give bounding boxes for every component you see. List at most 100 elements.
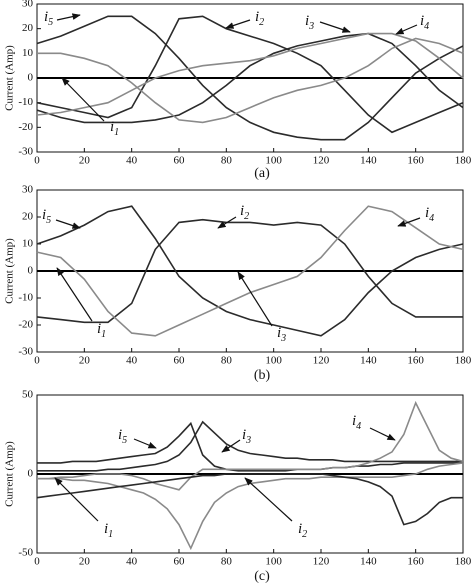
- series-line: [36, 473, 463, 526]
- x-tick-label: 120: [313, 355, 330, 367]
- x-tick-label: 100: [265, 355, 282, 367]
- y-tick-label: -10: [18, 96, 33, 108]
- x-tick-label: 160: [407, 556, 424, 568]
- annotation: i3: [305, 13, 314, 32]
- annotation-symbol: i: [425, 205, 429, 221]
- series-line: [37, 462, 464, 551]
- annotation-arrow: [225, 19, 251, 29]
- annotation: i5: [118, 427, 127, 446]
- annotation-symbol: i: [242, 427, 246, 443]
- x-tick-label: 160: [407, 355, 424, 367]
- x-tick-label: 60: [174, 355, 186, 367]
- annotation-arrow: [55, 219, 81, 229]
- annotation-subscript: 5: [46, 215, 51, 226]
- annotation-subscript: 1: [114, 127, 119, 138]
- annotation: i2: [255, 9, 264, 28]
- caption: (c): [254, 569, 270, 584]
- annotation-arrow: [56, 267, 93, 322]
- y-tick-label: 0: [28, 265, 34, 277]
- annotation-arrow: [369, 427, 396, 441]
- annotation-arrow: [221, 439, 241, 453]
- x-tick-label: 80: [221, 556, 233, 568]
- annotation: i4: [425, 205, 434, 224]
- y-tick-label: -30: [18, 146, 33, 158]
- annotation-symbol: i: [255, 9, 259, 25]
- series-line: [37, 400, 464, 491]
- annotation-subscript: 4: [429, 213, 434, 224]
- annotation: i1: [110, 119, 119, 138]
- annotation-subscript: 3: [245, 435, 251, 446]
- annotation: i3: [277, 325, 286, 344]
- annotation: i4: [352, 413, 361, 432]
- annotation: i4: [420, 13, 429, 32]
- x-tick-label: 40: [126, 355, 138, 367]
- x-tick-label: 140: [360, 155, 377, 167]
- x-tick-label: 60: [174, 556, 186, 568]
- x-tick-label: 120: [313, 155, 330, 167]
- series-line: [37, 421, 463, 472]
- annotation-symbol: i: [277, 325, 281, 341]
- caption: (b): [254, 368, 271, 383]
- annotation-arrow: [319, 21, 351, 33]
- annotation: i5: [42, 207, 51, 226]
- caption: (a): [254, 166, 270, 181]
- annotation-symbol: i: [352, 413, 356, 429]
- annotation-arrow: [244, 477, 293, 522]
- y-tick-label: -20: [18, 121, 33, 133]
- annotation-subscript: 2: [244, 211, 249, 222]
- annotation-symbol: i: [298, 521, 302, 537]
- annotation-arrow: [395, 24, 418, 35]
- y-tick-label: -30: [18, 346, 33, 358]
- series-line: [36, 205, 464, 337]
- series-line: [37, 420, 463, 472]
- x-tick-label: 180: [455, 155, 472, 167]
- y-axis-label: Current (Amp): [4, 441, 16, 507]
- x-tick-label: 60: [174, 155, 186, 167]
- annotation-subscript: 4: [424, 21, 429, 32]
- annotation: i5: [44, 9, 53, 28]
- series-line: [36, 15, 464, 141]
- series-line: [36, 32, 464, 124]
- annotation: i2: [298, 521, 307, 540]
- x-tick-label: 40: [126, 556, 138, 568]
- x-tick-label: 20: [79, 155, 91, 167]
- annotation-symbol: i: [420, 13, 424, 29]
- annotation-subscript: 1: [108, 529, 113, 540]
- annotation-arrow: [56, 13, 81, 21]
- y-tick-label: 30: [22, 0, 34, 10]
- x-tick-label: 20: [79, 556, 91, 568]
- y-tick-label: 0: [28, 72, 34, 84]
- x-tick-label: 40: [126, 155, 138, 167]
- annotation: i1: [104, 521, 113, 540]
- series-line: [36, 15, 464, 134]
- annotation-subscript: 5: [48, 17, 53, 28]
- series-line: [36, 32, 464, 116]
- annotation: i1: [97, 321, 106, 340]
- x-tick-label: 160: [407, 155, 424, 167]
- annotation-arrow: [133, 438, 157, 449]
- x-tick-label: 180: [455, 556, 472, 568]
- y-tick-label: -50: [18, 547, 33, 559]
- x-tick-label: 80: [221, 355, 233, 367]
- y-tick-label: 20: [22, 211, 34, 223]
- y-tick-label: 0: [28, 468, 34, 480]
- y-tick-label: -20: [18, 319, 33, 331]
- annotation-symbol: i: [44, 9, 48, 25]
- annotation-subscript: 2: [259, 17, 264, 28]
- annotation-subscript: 1: [101, 329, 106, 340]
- x-tick-label: 100: [265, 556, 282, 568]
- x-tick-label: 20: [79, 355, 91, 367]
- x-tick-label: 120: [313, 556, 330, 568]
- annotation-symbol: i: [240, 203, 244, 219]
- series-line: [37, 37, 464, 124]
- y-axis-label: Current (Amp): [4, 238, 16, 304]
- annotation-subscript: 4: [356, 421, 361, 432]
- annotation-symbol: i: [305, 13, 309, 29]
- y-tick-label: 20: [22, 22, 34, 34]
- annotation-subscript: 2: [302, 529, 307, 540]
- annotation: i3: [242, 427, 251, 446]
- x-tick-label: 0: [34, 355, 40, 367]
- annotation-subscript: 3: [280, 333, 286, 344]
- x-tick-label: 100: [265, 155, 282, 167]
